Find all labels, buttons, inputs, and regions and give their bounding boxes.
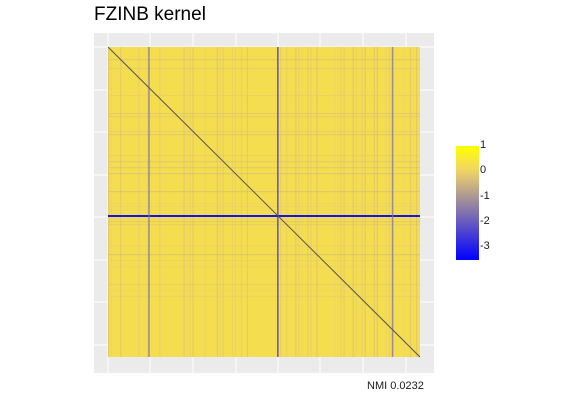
tile-row-stripe (108, 95, 420, 97)
tile-column-stripe (403, 47, 406, 357)
tile-column-stripe (231, 47, 233, 357)
tile-column-stripe (280, 47, 282, 357)
tile-row-stripe (108, 203, 420, 205)
tile-column-stripe (186, 47, 188, 357)
tile-column-stripe (343, 47, 345, 357)
highlight-column (277, 47, 279, 357)
tile-column-stripe (316, 47, 318, 357)
tile-column-stripe (138, 47, 140, 357)
tile-row-stripe (108, 131, 420, 133)
tile-column-stripe (204, 47, 206, 357)
tile-column-stripe (307, 47, 309, 357)
tile-column-stripe (120, 47, 122, 357)
tile-row-stripe (108, 167, 420, 169)
tile-row-stripe (108, 113, 420, 115)
tile-column-stripe (301, 47, 303, 357)
diagonal (107, 46, 421, 358)
tile-row-stripe (108, 221, 420, 223)
tile-column-stripe (355, 47, 357, 357)
tile-row-stripe (108, 191, 420, 193)
highlight-lines (108, 47, 420, 357)
colorbar-tick-label: 1 (480, 139, 487, 151)
tile-row-stripe (108, 173, 420, 175)
tile-column-stripe (361, 47, 363, 357)
tile-row-stripe (108, 284, 420, 286)
tile-column-stripe (310, 47, 312, 357)
tile-row-stripe (108, 161, 420, 163)
tile-row-stripe (108, 59, 420, 61)
tile-column-stripe (409, 47, 412, 357)
tile-row-stripe (108, 218, 420, 220)
tile-row-stripe (108, 116, 420, 118)
tile-column-stripe (286, 47, 288, 357)
tile-row-stripe (108, 266, 420, 268)
tile-column-stripe (295, 47, 297, 357)
highlight-column (148, 47, 150, 357)
tile-column-stripe (222, 47, 224, 357)
tile-column-stripe (388, 47, 391, 357)
tile-column-stripe (246, 47, 249, 357)
chart-title: FZINB kernel (94, 4, 206, 25)
tile-row-stripe (108, 134, 420, 136)
tile-column-stripe (192, 47, 194, 357)
highlight-row (108, 215, 420, 217)
tile-row-stripe (108, 296, 420, 298)
colorbar-tick-label: -1 (480, 189, 490, 202)
tile-column-stripe (240, 47, 243, 357)
tile-row-stripe (108, 224, 420, 226)
tile-row-stripe (108, 155, 420, 157)
tile-row-stripe (108, 206, 420, 208)
colorbar-tick-label: 0 (480, 164, 487, 177)
tile-row-stripe (108, 290, 420, 292)
tile-column-stripe (111, 47, 113, 357)
tile-column-stripe (216, 47, 218, 357)
tile-row-stripe (108, 260, 420, 262)
tile-column-stripe (147, 47, 149, 357)
tile-column-stripe (364, 47, 366, 357)
tile-column-stripe (189, 47, 191, 357)
colorbar (456, 146, 479, 260)
tile-column-stripe (352, 47, 354, 357)
tile-column-stripe (219, 47, 221, 357)
tile-column-stripe (340, 47, 342, 357)
tile-column-stripe (298, 47, 300, 357)
tile-column-stripe (373, 47, 375, 357)
highlight-column (391, 47, 394, 357)
tile-row-stripe (108, 68, 420, 70)
nmi-caption: NMI 0.0232 (367, 380, 424, 392)
tile-column-stripe (385, 47, 387, 357)
tile-column-stripe (337, 47, 339, 357)
tile-column-stripe (334, 47, 336, 357)
tile-column-stripe (183, 47, 185, 357)
tile-column-stripe (159, 47, 161, 357)
colorbar-tick-label: -3 (480, 240, 490, 253)
tile-row-stripe (108, 245, 420, 247)
tile-column-stripe (234, 47, 237, 357)
tile-column-stripe (108, 47, 110, 357)
tile-row-stripe (108, 209, 420, 211)
tile-row-stripe (108, 254, 420, 256)
colorbar-tick-label: -2 (480, 215, 490, 227)
tile-column-stripe (415, 47, 418, 357)
diagonal-line (107, 46, 421, 358)
tile-column-stripe (376, 47, 378, 357)
